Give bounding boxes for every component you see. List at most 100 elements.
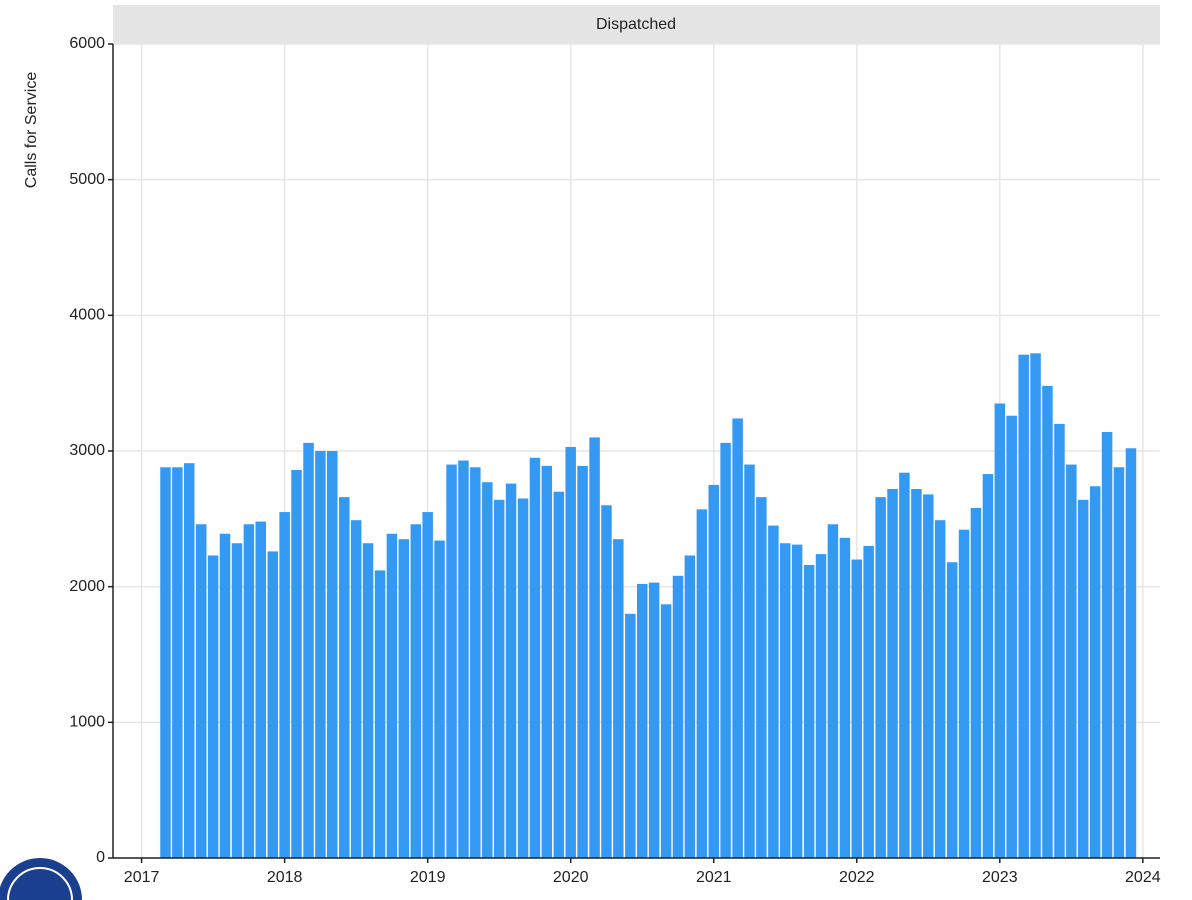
bar: [339, 497, 350, 858]
bar: [1066, 464, 1077, 858]
bar: [875, 497, 886, 858]
bar: [946, 562, 958, 858]
bar: [327, 451, 338, 858]
bar: [839, 537, 851, 858]
logo: [0, 858, 82, 900]
y-tick-label: 4000: [69, 307, 105, 324]
y-tick-label: 3000: [69, 442, 105, 459]
bar: [565, 446, 576, 858]
bar: [398, 539, 410, 858]
bar: [1125, 448, 1137, 858]
bar: [791, 544, 803, 858]
bar: [517, 498, 529, 858]
y-tick-label: 1000: [69, 714, 105, 731]
facet-strip: [113, 5, 1160, 44]
bar: [386, 533, 398, 858]
bar: [541, 465, 553, 858]
y-tick-label: 6000: [69, 35, 105, 52]
bar: [350, 520, 362, 858]
bar: [291, 469, 302, 858]
bar: [243, 524, 255, 858]
bar: [648, 582, 660, 858]
bar: [529, 457, 541, 858]
bar: [231, 543, 243, 858]
bar: [768, 525, 779, 858]
bar: [970, 507, 982, 858]
bar: [219, 533, 231, 858]
x-tick-label: 2024: [1125, 869, 1161, 886]
bar: [958, 529, 970, 858]
bar: [482, 482, 493, 858]
bar: [827, 524, 839, 858]
bar: [434, 540, 445, 858]
bar: [1042, 385, 1053, 858]
bar: [672, 575, 684, 858]
x-tick-label: 2017: [124, 869, 160, 886]
bar: [660, 604, 672, 858]
bar: [887, 488, 898, 858]
bar: [696, 509, 708, 858]
bar: [934, 520, 946, 858]
bar: [1101, 432, 1113, 858]
x-tick-label: 2019: [410, 869, 446, 886]
bar: [470, 467, 481, 858]
bar: [1113, 467, 1125, 858]
x-tick-label: 2022: [839, 869, 875, 886]
bar: [708, 484, 719, 858]
bar: [255, 521, 266, 858]
bar: [1089, 486, 1101, 858]
bar: [1018, 354, 1029, 858]
bar: [636, 583, 648, 858]
bar: [315, 451, 326, 858]
bar: [207, 555, 219, 858]
bar: [303, 442, 314, 858]
bar: [172, 467, 183, 858]
bar: [1006, 415, 1017, 858]
bar: [744, 464, 755, 858]
x-tick-label: 2023: [982, 869, 1018, 886]
bar: [923, 494, 934, 858]
bar: [899, 472, 910, 858]
bar: [458, 460, 469, 858]
bar: [613, 539, 624, 858]
bar: [160, 467, 171, 858]
bar: [279, 512, 290, 858]
bar: [863, 545, 874, 858]
bar: [196, 524, 207, 858]
bar: [374, 570, 386, 858]
bar: [625, 613, 636, 858]
bar: [982, 474, 994, 858]
bar: [1054, 423, 1065, 858]
y-tick-label: 5000: [69, 171, 105, 188]
x-tick-label: 2018: [267, 869, 303, 886]
bar: [422, 512, 433, 858]
bar: [803, 564, 815, 858]
bar: [684, 555, 696, 858]
bar: [446, 464, 457, 858]
bar: [553, 491, 565, 858]
bar: [577, 465, 588, 858]
bar: [362, 543, 374, 858]
bar: [183, 463, 195, 858]
y-tick-label: 0: [96, 849, 105, 866]
bar: [505, 483, 517, 858]
chart-title: Dispatched: [596, 16, 676, 33]
bar: [780, 543, 791, 858]
bar: [1030, 353, 1041, 858]
bar: [410, 524, 422, 858]
bar: [994, 403, 1006, 858]
x-tick-label: 2021: [696, 869, 732, 886]
bar: [589, 437, 600, 858]
y-tick-label: 2000: [69, 578, 105, 595]
bar: [815, 554, 827, 858]
bar: [493, 499, 505, 858]
x-tick-label: 2020: [553, 869, 589, 886]
bar: [756, 497, 767, 858]
bar: [911, 488, 922, 858]
y-axis-label: Calls for Service: [23, 72, 40, 189]
bar: [851, 559, 863, 858]
bar: [267, 551, 279, 858]
bar: [732, 418, 743, 858]
bar: [720, 442, 731, 858]
